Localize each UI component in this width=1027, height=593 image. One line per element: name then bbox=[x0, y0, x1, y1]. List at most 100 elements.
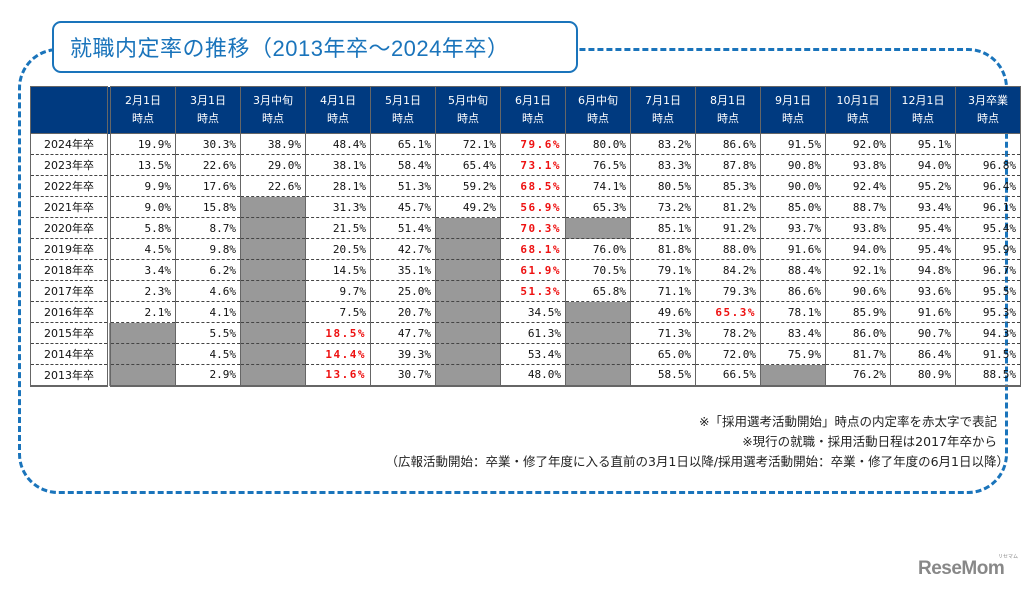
rate-cell: 95.1% bbox=[890, 133, 956, 155]
rate-cell: 94.8% bbox=[890, 259, 956, 281]
rate-cell: 59.2% bbox=[435, 175, 501, 197]
rate-cell: 80.9% bbox=[890, 364, 956, 387]
rate-cell: 92.0% bbox=[825, 133, 891, 155]
rate-cell: 68.1% bbox=[500, 238, 566, 260]
rate-cell: 20.7% bbox=[370, 301, 436, 323]
rate-cell: 92.4% bbox=[825, 175, 891, 197]
rate-cell: 51.3% bbox=[500, 280, 566, 302]
rate-cell: 91.6% bbox=[890, 301, 956, 323]
rate-cell: 73.1% bbox=[500, 154, 566, 176]
rate-cell: 18.5% bbox=[305, 322, 371, 344]
na-cell bbox=[240, 343, 306, 365]
rate-cell: 2.9% bbox=[175, 364, 241, 387]
na-cell bbox=[435, 364, 501, 387]
rate-cell: 17.6% bbox=[175, 175, 241, 197]
rate-cell: 30.7% bbox=[370, 364, 436, 387]
column-header: 10月1日 時点 bbox=[825, 86, 891, 134]
rate-cell bbox=[955, 133, 1021, 155]
na-cell bbox=[240, 364, 306, 387]
rate-cell: 88.0% bbox=[695, 238, 761, 260]
na-cell bbox=[760, 364, 826, 387]
row-label: 2016年卒 bbox=[30, 301, 111, 323]
table-row: 2024年卒 19.9% 30.3% 38.9% 48.4% 65.1% 72.1% 79.6… bbox=[30, 133, 1021, 155]
rate-cell: 68.5% bbox=[500, 175, 566, 197]
rate-cell: 58.5% bbox=[630, 364, 696, 387]
row-label: 2015年卒 bbox=[30, 322, 111, 344]
rate-cell: 35.1% bbox=[370, 259, 436, 281]
column-header: 8月1日 時点 bbox=[695, 86, 761, 134]
na-cell bbox=[435, 322, 501, 344]
rate-cell: 70.5% bbox=[565, 259, 631, 281]
table-row: 2023年卒 13.5% 22.6% 29.0% 38.1% 58.4% 65.4% 73.1… bbox=[30, 154, 1021, 176]
rate-cell: 53.4% bbox=[500, 343, 566, 365]
rate-cell: 94.3% bbox=[955, 322, 1021, 344]
column-header: 2月1日 時点 bbox=[108, 86, 176, 134]
rate-cell: 92.1% bbox=[825, 259, 891, 281]
rate-cell: 65.4% bbox=[435, 154, 501, 176]
rate-cell: 91.6% bbox=[760, 238, 826, 260]
rate-cell: 5.5% bbox=[175, 322, 241, 344]
rate-cell: 83.3% bbox=[630, 154, 696, 176]
rate-cell: 2.1% bbox=[108, 301, 176, 323]
rate-cell: 65.3% bbox=[695, 301, 761, 323]
rate-cell: 91.5% bbox=[955, 343, 1021, 365]
rate-cell: 13.6% bbox=[305, 364, 371, 387]
rate-cell: 78.2% bbox=[695, 322, 761, 344]
na-cell bbox=[240, 196, 306, 218]
rate-cell: 93.7% bbox=[760, 217, 826, 239]
rate-cell: 81.7% bbox=[825, 343, 891, 365]
rate-cell: 8.7% bbox=[175, 217, 241, 239]
title-box: 就職内定率の推移（2013年卒～2024年卒） bbox=[52, 21, 578, 73]
table-row: 2014年卒 4.5% 14.4% 39.3% 53.4% 65.0% 72.0% 75.9%… bbox=[30, 343, 1021, 365]
note-highlight: ※「採用選考活動開始」時点の内定率を赤太字で表記 bbox=[699, 414, 997, 429]
rate-cell: 14.5% bbox=[305, 259, 371, 281]
rate-cell: 76.2% bbox=[825, 364, 891, 387]
na-cell bbox=[240, 301, 306, 323]
rate-cell: 93.8% bbox=[825, 217, 891, 239]
rate-cell: 49.2% bbox=[435, 196, 501, 218]
rate-cell: 91.5% bbox=[760, 133, 826, 155]
na-cell bbox=[435, 259, 501, 281]
rate-cell: 5.8% bbox=[108, 217, 176, 239]
rate-cell: 49.6% bbox=[630, 301, 696, 323]
rate-cell: 96.8% bbox=[955, 154, 1021, 176]
row-label: 2017年卒 bbox=[30, 280, 111, 302]
rate-cell: 93.6% bbox=[890, 280, 956, 302]
note-schedule-detail: （広報活動開始：卒業・修了年度に入る直前の3月1日以降/採用選考活動開始：卒業・… bbox=[385, 454, 1009, 469]
rate-cell: 81.8% bbox=[630, 238, 696, 260]
column-header: 6月中旬 時点 bbox=[565, 86, 631, 134]
rate-cell: 6.2% bbox=[175, 259, 241, 281]
rate-cell: 28.1% bbox=[305, 175, 371, 197]
row-label: 2023年卒 bbox=[30, 154, 111, 176]
row-label: 2024年卒 bbox=[30, 133, 111, 155]
resemom-logo: ReseMom bbox=[918, 558, 1005, 579]
rate-cell: 85.3% bbox=[695, 175, 761, 197]
rate-cell: 71.3% bbox=[630, 322, 696, 344]
rate-cell: 21.5% bbox=[305, 217, 371, 239]
rate-cell: 19.9% bbox=[108, 133, 176, 155]
rate-cell: 88.4% bbox=[760, 259, 826, 281]
page-title: 就職内定率の推移（2013年卒～2024年卒） bbox=[70, 36, 510, 61]
rate-cell: 70.3% bbox=[500, 217, 566, 239]
na-cell bbox=[565, 343, 631, 365]
rate-cell: 79.6% bbox=[500, 133, 566, 155]
rate-cell: 3.4% bbox=[108, 259, 176, 281]
rate-cell: 83.4% bbox=[760, 322, 826, 344]
corner-cell bbox=[30, 86, 111, 134]
rate-cell: 88.5% bbox=[955, 364, 1021, 387]
rate-cell: 29.0% bbox=[240, 154, 306, 176]
rate-cell: 95.4% bbox=[955, 217, 1021, 239]
rate-cell: 25.0% bbox=[370, 280, 436, 302]
na-cell bbox=[435, 280, 501, 302]
rate-cell: 38.9% bbox=[240, 133, 306, 155]
rate-cell: 91.2% bbox=[695, 217, 761, 239]
table-row: 2018年卒 3.4% 6.2% 14.5% 35.1% 61.9% 70.5% 79.1% 8… bbox=[30, 259, 1021, 281]
note-schedule: ※現行の就職・採用活動日程は2017年卒から bbox=[742, 434, 997, 449]
rate-cell: 81.2% bbox=[695, 196, 761, 218]
rate-cell: 65.3% bbox=[565, 196, 631, 218]
rate-cell: 14.4% bbox=[305, 343, 371, 365]
rate-cell: 74.1% bbox=[565, 175, 631, 197]
rate-cell: 86.6% bbox=[760, 280, 826, 302]
rate-cell: 96.7% bbox=[955, 259, 1021, 281]
rate-cell: 75.9% bbox=[760, 343, 826, 365]
